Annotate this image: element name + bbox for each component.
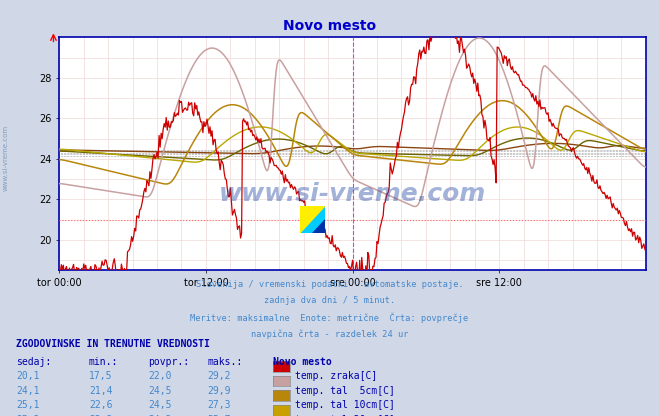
Text: maks.:: maks.:: [208, 357, 243, 366]
Text: sedaj:: sedaj:: [16, 357, 51, 366]
Text: Novo mesto: Novo mesto: [273, 357, 332, 366]
Text: 24,5: 24,5: [148, 386, 172, 396]
Text: Novo mesto: Novo mesto: [283, 19, 376, 33]
Polygon shape: [300, 206, 325, 233]
Text: temp. tal  5cm[C]: temp. tal 5cm[C]: [295, 386, 395, 396]
Text: temp. tal 20cm[C]: temp. tal 20cm[C]: [295, 415, 395, 416]
Text: 29,2: 29,2: [208, 371, 231, 381]
Text: zadnja dva dni / 5 minut.: zadnja dva dni / 5 minut.: [264, 296, 395, 305]
Text: 22,0: 22,0: [148, 371, 172, 381]
Text: 24,2: 24,2: [148, 415, 172, 416]
Text: Slovenija / vremenski podatki - avtomatske postaje.: Slovenija / vremenski podatki - avtomats…: [196, 280, 463, 289]
Text: povpr.:: povpr.:: [148, 357, 189, 366]
Text: min.:: min.:: [89, 357, 119, 366]
Text: 24,5: 24,5: [148, 400, 172, 410]
Text: ZGODOVINSKE IN TRENUTNE VREDNOSTI: ZGODOVINSKE IN TRENUTNE VREDNOSTI: [16, 339, 210, 349]
Text: 29,9: 29,9: [208, 386, 231, 396]
Text: temp. zraka[C]: temp. zraka[C]: [295, 371, 378, 381]
Text: 23,2: 23,2: [89, 415, 113, 416]
Text: 25,2: 25,2: [16, 415, 40, 416]
Text: 20,1: 20,1: [16, 371, 40, 381]
Text: 27,3: 27,3: [208, 400, 231, 410]
Text: 25,1: 25,1: [16, 400, 40, 410]
Text: 22,6: 22,6: [89, 400, 113, 410]
Text: Meritve: maksimalne  Enote: metrične  Črta: povprečje: Meritve: maksimalne Enote: metrične Črta…: [190, 313, 469, 323]
Text: 17,5: 17,5: [89, 371, 113, 381]
Polygon shape: [300, 206, 325, 233]
Text: 21,4: 21,4: [89, 386, 113, 396]
Text: www.si-vreme.com: www.si-vreme.com: [219, 181, 486, 206]
Text: 24,1: 24,1: [16, 386, 40, 396]
Text: navpična črta - razdelek 24 ur: navpična črta - razdelek 24 ur: [251, 329, 408, 339]
Text: temp. tal 10cm[C]: temp. tal 10cm[C]: [295, 400, 395, 410]
Polygon shape: [312, 220, 325, 233]
Text: 25,7: 25,7: [208, 415, 231, 416]
Text: www.si-vreme.com: www.si-vreme.com: [2, 125, 9, 191]
